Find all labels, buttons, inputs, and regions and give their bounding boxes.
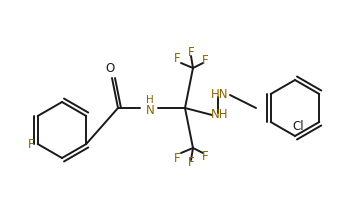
Text: N: N [146, 104, 155, 117]
Text: F: F [174, 152, 180, 164]
Text: F: F [188, 46, 194, 60]
Text: F: F [202, 53, 208, 67]
Text: Cl: Cl [292, 120, 304, 132]
Text: F: F [188, 157, 194, 170]
Text: HN: HN [211, 88, 229, 101]
Text: O: O [105, 62, 115, 76]
Text: F: F [202, 150, 208, 162]
Text: F: F [174, 51, 180, 65]
Text: NH: NH [211, 108, 229, 122]
Text: H: H [146, 95, 154, 105]
Text: F: F [27, 138, 34, 150]
